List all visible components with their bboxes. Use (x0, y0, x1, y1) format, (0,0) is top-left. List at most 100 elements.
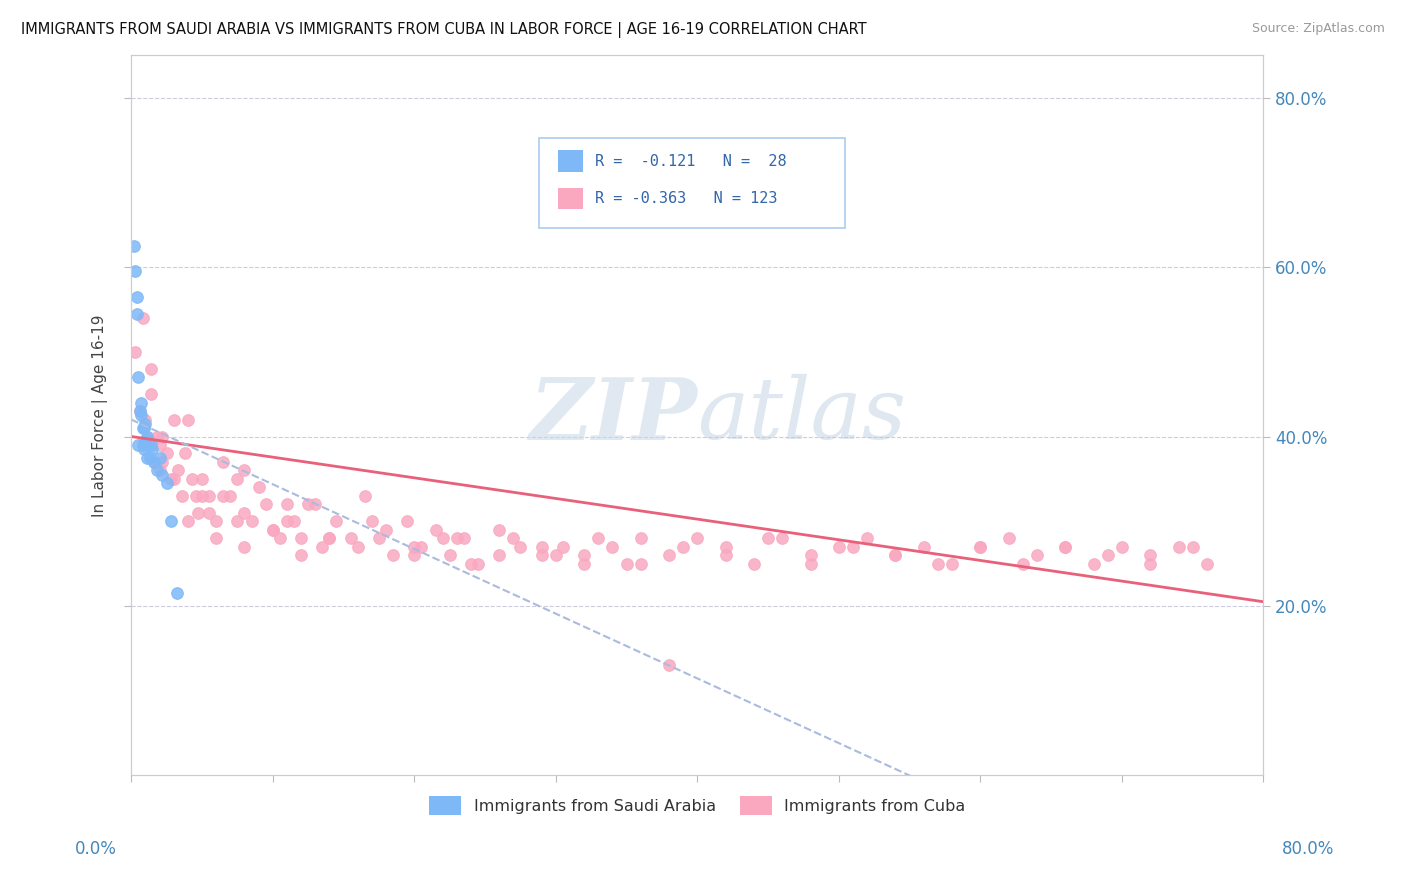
Point (672, 540, 695, 554)
Point (131, 421, 153, 435)
Point (297, 497, 319, 511)
Point (212, 455, 235, 469)
Point (145, 429, 167, 443)
Point (346, 540, 368, 554)
Point (135, 450, 157, 465)
Point (132, 442, 155, 457)
Point (128, 404, 150, 418)
Point (884, 548, 907, 562)
Point (927, 557, 949, 571)
Point (134, 417, 156, 431)
Point (156, 476, 179, 491)
Point (1083, 557, 1105, 571)
Point (425, 523, 447, 537)
Point (799, 548, 821, 562)
Point (136, 434, 159, 448)
Point (142, 455, 165, 469)
Point (128, 404, 150, 418)
Point (572, 548, 595, 562)
Point (262, 523, 284, 537)
Point (226, 472, 249, 486)
Point (163, 412, 186, 426)
Point (205, 531, 228, 545)
Point (467, 557, 489, 571)
Point (276, 514, 298, 528)
Point (124, 344, 146, 359)
Point (148, 438, 170, 452)
Point (198, 506, 221, 520)
Point (367, 531, 389, 545)
Point (125, 290, 148, 304)
Point (262, 523, 284, 537)
Point (145, 463, 167, 477)
Point (148, 463, 170, 477)
Point (172, 489, 194, 503)
Point (163, 472, 186, 486)
FancyBboxPatch shape (558, 150, 583, 172)
Point (212, 489, 235, 503)
Point (148, 450, 170, 465)
Point (588, 531, 610, 545)
Point (186, 489, 208, 503)
Point (884, 548, 907, 562)
Point (136, 429, 159, 443)
Point (551, 540, 574, 554)
Point (141, 442, 163, 457)
Point (446, 531, 468, 545)
Point (191, 489, 214, 503)
Point (127, 370, 149, 384)
Text: R = -0.363   N = 123: R = -0.363 N = 123 (595, 191, 778, 206)
Point (1011, 557, 1033, 571)
Point (1097, 548, 1119, 562)
Point (339, 531, 361, 545)
Point (1054, 540, 1077, 554)
Point (404, 540, 426, 554)
Point (290, 531, 312, 545)
Point (142, 455, 165, 469)
Point (134, 434, 156, 448)
Point (686, 531, 709, 545)
Point (658, 548, 681, 562)
Point (912, 540, 935, 554)
Point (160, 472, 183, 486)
Point (181, 472, 204, 486)
Text: atlas: atlas (697, 374, 907, 457)
Point (530, 548, 553, 562)
Point (828, 540, 851, 554)
Point (509, 540, 531, 554)
Point (131, 438, 153, 452)
Text: 0.0%: 0.0% (75, 840, 117, 858)
Point (177, 514, 200, 528)
Point (856, 531, 879, 545)
Point (191, 472, 214, 486)
Point (396, 514, 419, 528)
Point (187, 506, 209, 520)
Point (150, 455, 173, 469)
Point (1195, 557, 1218, 571)
Point (969, 540, 991, 554)
Point (205, 514, 228, 528)
Point (124, 264, 146, 278)
Point (177, 412, 200, 426)
Point (714, 540, 737, 554)
Point (127, 438, 149, 452)
Point (304, 497, 326, 511)
Point (382, 548, 405, 562)
Point (770, 531, 793, 545)
Point (1181, 540, 1204, 554)
Point (488, 548, 510, 562)
Point (132, 421, 155, 435)
Point (502, 531, 524, 545)
Point (375, 523, 398, 537)
FancyBboxPatch shape (538, 138, 845, 228)
Point (630, 531, 652, 545)
Point (139, 387, 162, 401)
Point (160, 514, 183, 528)
Point (283, 514, 305, 528)
Point (969, 540, 991, 554)
Point (150, 429, 173, 443)
Point (941, 557, 963, 571)
Point (166, 586, 188, 600)
Point (226, 514, 249, 528)
Point (167, 463, 190, 477)
